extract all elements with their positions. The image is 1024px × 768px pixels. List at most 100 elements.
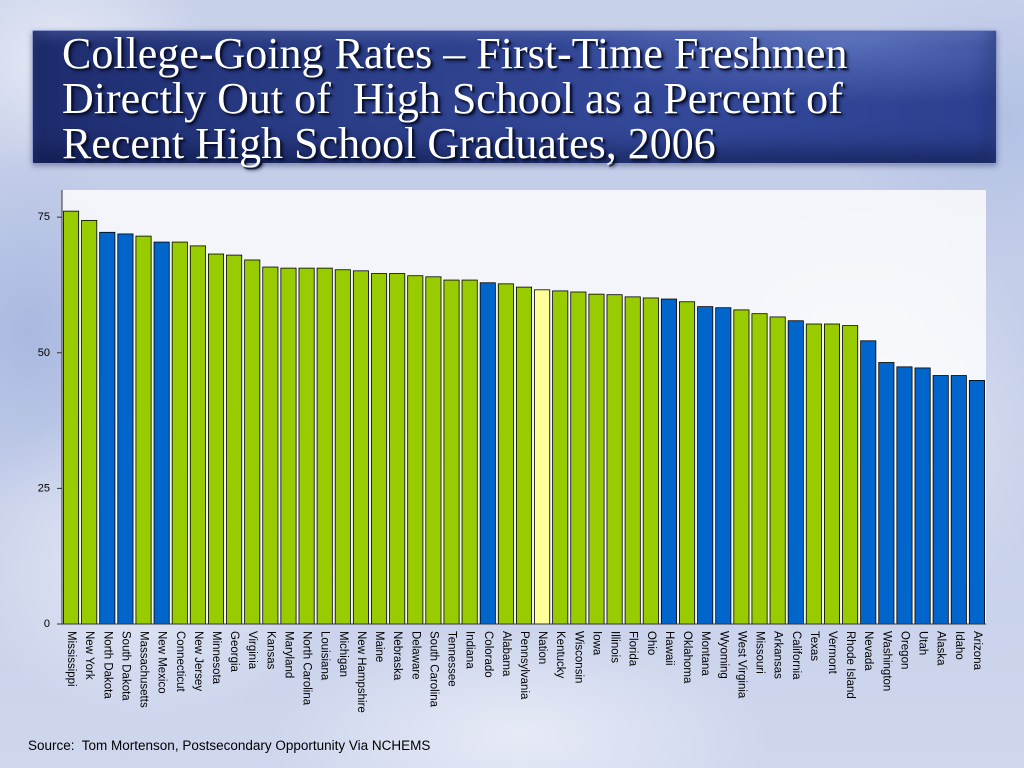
bar-virginia bbox=[244, 259, 261, 625]
bar-iowa bbox=[588, 293, 605, 625]
bar-connecticut bbox=[171, 241, 188, 625]
category-label-indiana: Indiana bbox=[464, 631, 476, 669]
bar-georgia bbox=[226, 254, 243, 625]
category-label-colorado: Colorado bbox=[482, 631, 494, 678]
category-label-tennessee: Tennessee bbox=[446, 631, 458, 687]
bars bbox=[63, 210, 985, 625]
bar-new-york bbox=[81, 219, 98, 625]
category-label-maine: Maine bbox=[373, 631, 385, 662]
category-label-alabama: Alabama bbox=[500, 631, 512, 677]
category-label-maryland: Maryland bbox=[282, 631, 294, 678]
category-label-ohio: Ohio bbox=[645, 631, 657, 655]
bar-arkansas bbox=[769, 316, 786, 625]
bar-rhode-island bbox=[842, 325, 859, 625]
bar-south-dakota bbox=[117, 233, 134, 625]
slide-title: College-Going Rates – First-Time Freshme… bbox=[62, 29, 848, 168]
bar-delaware bbox=[407, 275, 424, 625]
category-label-wisconsin: Wisconsin bbox=[572, 631, 584, 683]
bar-maine bbox=[371, 273, 388, 625]
category-label-texas: Texas bbox=[808, 631, 820, 661]
category-label-oregon: Oregon bbox=[898, 631, 910, 669]
category-label-nation: Nation bbox=[536, 631, 548, 664]
bar-minnesota bbox=[207, 253, 225, 625]
bar-kentucky bbox=[552, 290, 569, 625]
bar-oklahoma bbox=[679, 301, 696, 625]
bar-missouri bbox=[751, 313, 768, 625]
category-label-mississippi: Mississippi bbox=[65, 631, 77, 687]
category-label-vermont: Vermont bbox=[826, 631, 838, 675]
bar-nation bbox=[534, 289, 551, 625]
bar-nebraska bbox=[389, 273, 406, 625]
bar-washington bbox=[878, 362, 895, 625]
y-tick-label-50: 50 bbox=[38, 347, 50, 359]
category-label-north-dakota: North Dakota bbox=[101, 631, 113, 699]
category-label-virginia: Virginia bbox=[246, 631, 258, 670]
bar-new-mexico bbox=[153, 241, 170, 625]
bar-south-carolina bbox=[425, 276, 442, 625]
bar-mississippi bbox=[63, 210, 80, 625]
category-label-rhode-island: Rhode Island bbox=[844, 631, 856, 699]
category-label-massachusetts: Massachusetts bbox=[138, 631, 150, 708]
category-label-arkansas: Arkansas bbox=[772, 631, 784, 679]
category-label-nebraska: Nebraska bbox=[391, 631, 403, 681]
bar-california bbox=[787, 320, 804, 625]
category-label-arizona: Arizona bbox=[971, 631, 983, 671]
bar-arizona bbox=[968, 380, 985, 625]
category-label-florida: Florida bbox=[627, 631, 639, 667]
bar-massachusetts bbox=[135, 235, 152, 625]
bar-kansas bbox=[262, 266, 279, 625]
category-label-utah: Utah bbox=[917, 631, 929, 655]
category-label-connecticut: Connecticut bbox=[174, 631, 186, 693]
bar-louisiana bbox=[316, 267, 333, 625]
bar-illinois bbox=[606, 294, 623, 625]
category-label-wyoming: Wyoming bbox=[717, 631, 729, 679]
bar-tennessee bbox=[443, 279, 460, 625]
category-label-north-carolina: North Carolina bbox=[301, 631, 313, 706]
bar-utah bbox=[914, 367, 931, 625]
y-tick-label-75: 75 bbox=[38, 211, 50, 223]
category-label-west-virginia: West Virginia bbox=[735, 631, 747, 699]
bar-florida bbox=[624, 296, 641, 625]
y-axis-ticks: 0 25 50 75 bbox=[38, 211, 62, 630]
bar-alabama bbox=[497, 283, 514, 625]
bar-west-virginia bbox=[733, 309, 750, 625]
category-label-michigan: Michigan bbox=[337, 631, 349, 677]
y-tick-label-25: 25 bbox=[38, 482, 50, 494]
category-label-california: California bbox=[790, 631, 802, 680]
bar-texas bbox=[805, 323, 822, 625]
bar-vermont bbox=[823, 323, 841, 625]
category-label-south-carolina: South Carolina bbox=[427, 631, 439, 708]
category-label-missouri: Missouri bbox=[754, 631, 766, 674]
bar-wisconsin bbox=[570, 291, 587, 625]
bar-north-carolina bbox=[298, 267, 315, 625]
category-label-new-jersey: New Jersey bbox=[192, 631, 204, 691]
bar-alaska bbox=[932, 375, 949, 625]
y-tick-label-0: 0 bbox=[44, 618, 50, 630]
category-labels: Mississippi New York North Dakota South Dak… bbox=[65, 631, 983, 713]
bar-wyoming bbox=[715, 307, 732, 625]
bar-maryland bbox=[280, 267, 297, 625]
bar-north-dakota bbox=[99, 231, 116, 625]
category-label-south-dakota: South Dakota bbox=[119, 631, 131, 701]
category-label-oklahoma: Oklahoma bbox=[681, 631, 693, 684]
category-label-illinois: Illinois bbox=[609, 631, 621, 663]
category-label-louisiana: Louisiana bbox=[319, 631, 331, 681]
category-label-kentucky: Kentucky bbox=[554, 631, 566, 679]
bar-hawaii bbox=[660, 298, 677, 625]
title-banner: College-Going Rates – First-Time Freshme… bbox=[32, 29, 997, 168]
bar-oregon bbox=[896, 366, 913, 625]
category-label-pennsylvania: Pennsylvania bbox=[518, 631, 530, 700]
category-label-minnesota: Minnesota bbox=[210, 631, 222, 685]
bar-nevada bbox=[860, 340, 877, 625]
source-note: Source: Tom Mortenson, Postsecondary Opp… bbox=[28, 738, 431, 753]
bar-michigan bbox=[334, 269, 351, 625]
bar-new-hampshire bbox=[352, 270, 369, 625]
category-label-delaware: Delaware bbox=[409, 631, 421, 680]
category-label-hawaii: Hawaii bbox=[663, 631, 675, 666]
bar-ohio bbox=[642, 297, 659, 625]
bar-montana bbox=[697, 306, 714, 625]
category-label-nevada: Nevada bbox=[862, 631, 874, 671]
category-label-georgia: Georgia bbox=[228, 631, 240, 673]
category-label-iowa: Iowa bbox=[590, 631, 602, 656]
